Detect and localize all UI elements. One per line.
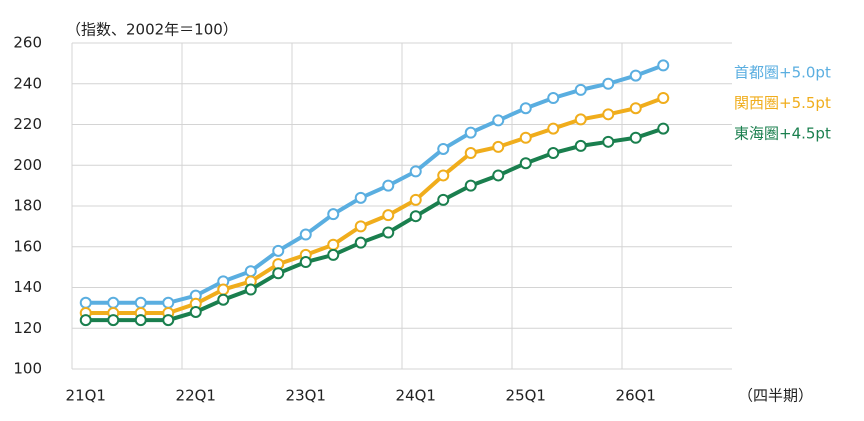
point <box>629 131 642 144</box>
x-tick-label: 21Q1 <box>66 387 106 405</box>
y-tick-label: 140 <box>13 278 42 296</box>
legend-label: 首都圏+5.0pt <box>734 64 831 82</box>
point <box>629 102 642 115</box>
point <box>272 267 285 280</box>
point <box>602 135 615 148</box>
point <box>602 108 615 121</box>
point <box>519 102 532 115</box>
point <box>437 142 450 155</box>
point <box>574 113 587 126</box>
point <box>464 147 477 160</box>
point <box>492 114 505 127</box>
point <box>574 139 587 152</box>
y-tick-label: 260 <box>13 34 42 52</box>
point <box>382 209 395 222</box>
point <box>464 179 477 192</box>
legend-label: 関西圏+5.5pt <box>734 94 831 112</box>
x-tick-label: 24Q1 <box>396 387 436 405</box>
point <box>409 165 422 178</box>
x-tick-label: 22Q1 <box>176 387 216 405</box>
point <box>629 69 642 82</box>
x-tick-label: 25Q1 <box>506 387 546 405</box>
legend-label: 東海圏+4.5pt <box>734 125 831 143</box>
y-axis-label: （指数、2002年＝100） <box>66 21 238 39</box>
point <box>657 59 670 72</box>
point <box>492 140 505 153</box>
point <box>327 208 340 221</box>
point <box>547 122 560 135</box>
point <box>382 179 395 192</box>
point <box>547 92 560 105</box>
point <box>492 169 505 182</box>
series-line <box>85 96 664 315</box>
point <box>272 244 285 257</box>
point <box>134 314 147 327</box>
point <box>299 256 312 269</box>
point <box>162 296 175 309</box>
point <box>244 265 257 278</box>
point <box>107 296 120 309</box>
point <box>162 314 175 327</box>
point <box>547 147 560 160</box>
point <box>217 293 230 306</box>
point <box>409 193 422 206</box>
point <box>107 314 120 327</box>
y-tick-label: 220 <box>13 115 42 133</box>
x-tick-label: 26Q1 <box>616 387 656 405</box>
y-tick-label: 240 <box>13 74 42 92</box>
point <box>657 122 670 135</box>
point <box>79 314 92 327</box>
y-tick-label: 180 <box>13 197 42 215</box>
point <box>602 77 615 90</box>
x-axis-label: （四半期） <box>738 387 813 405</box>
point <box>354 236 367 249</box>
point <box>382 226 395 239</box>
point <box>299 228 312 241</box>
point <box>519 157 532 170</box>
y-tick-label: 100 <box>13 360 42 378</box>
x-tick-label: 23Q1 <box>286 387 326 405</box>
point <box>409 210 422 223</box>
point <box>354 220 367 233</box>
series-line <box>85 63 664 305</box>
point <box>244 283 257 296</box>
point <box>327 238 340 251</box>
y-tick-label: 120 <box>13 319 42 337</box>
point <box>327 248 340 261</box>
point <box>79 296 92 309</box>
point <box>437 169 450 182</box>
point <box>657 92 670 105</box>
point <box>574 83 587 96</box>
series-line <box>85 126 664 323</box>
y-tick-label: 200 <box>13 156 42 174</box>
point <box>217 283 230 296</box>
point <box>354 191 367 204</box>
point <box>519 131 532 144</box>
point <box>189 305 202 318</box>
point <box>437 193 450 206</box>
point <box>134 296 147 309</box>
y-tick-label: 160 <box>13 237 42 255</box>
point <box>464 126 477 139</box>
